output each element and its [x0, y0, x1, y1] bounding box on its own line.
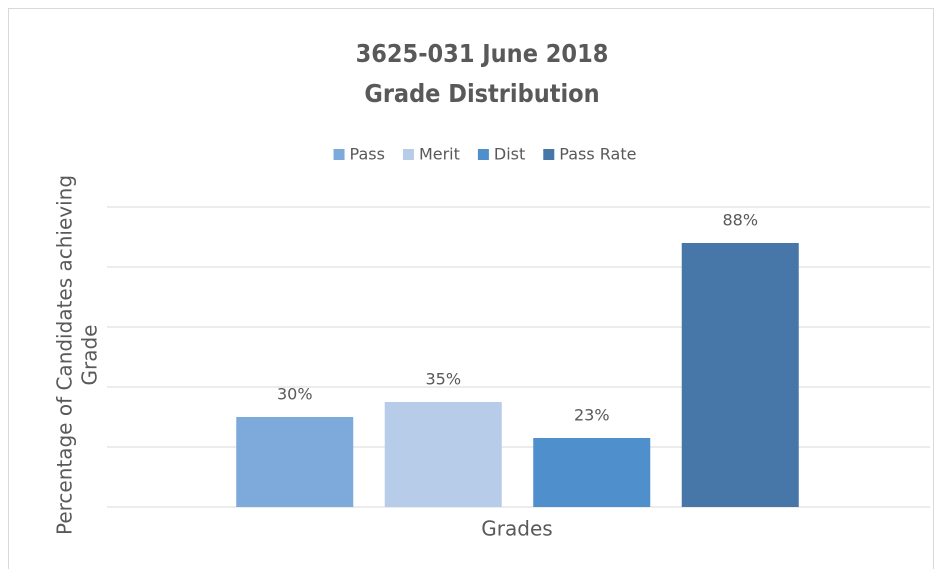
y-axis-label: Grade: [78, 325, 102, 386]
data-label: 35%: [425, 370, 461, 389]
legend-label: Dist: [494, 145, 525, 164]
y-axis-label: Percentage of Candidates achieving: [53, 175, 77, 535]
legend-label: Pass Rate: [559, 145, 636, 164]
bar: [236, 417, 354, 507]
bar: [384, 402, 502, 507]
bar: [533, 438, 651, 507]
legend-swatch: [402, 149, 414, 160]
legend-swatch: [543, 149, 555, 160]
legend-swatch: [477, 149, 489, 160]
legend-label: Merit: [419, 145, 460, 164]
bar: [681, 243, 799, 507]
chart-title: Grade Distribution: [364, 79, 599, 108]
data-label: 23%: [574, 406, 610, 425]
data-label: 30%: [277, 385, 313, 404]
chart-title: 3625-031 June 2018: [356, 39, 609, 68]
x-axis-label: Grades: [481, 517, 552, 541]
legend-swatch: [333, 149, 345, 160]
data-label: 88%: [722, 211, 758, 230]
legend-label: Pass: [350, 145, 385, 164]
